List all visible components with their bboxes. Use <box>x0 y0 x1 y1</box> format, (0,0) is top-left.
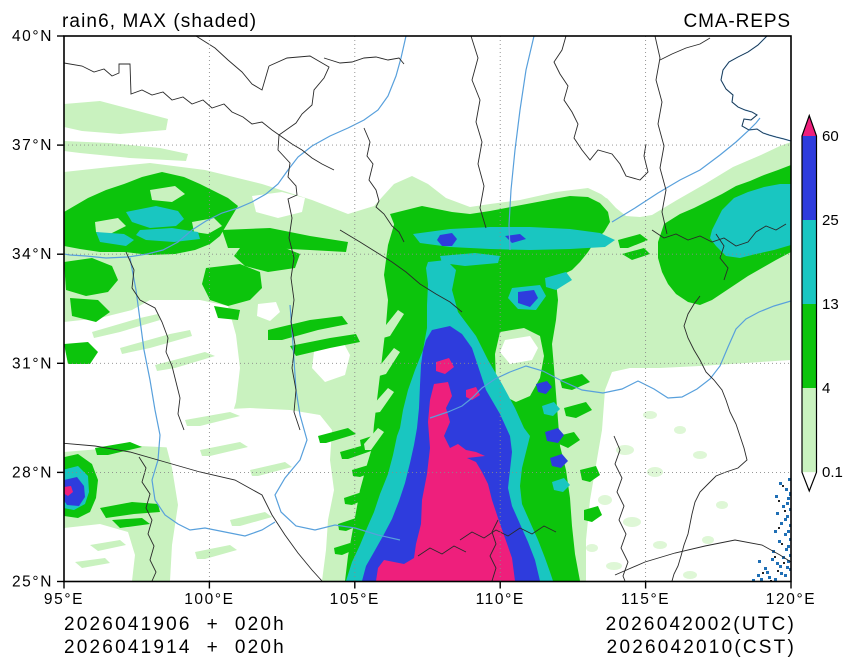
svg-text:2026041906 + 020h: 2026041906 + 020h <box>64 614 286 635</box>
svg-text:2026042010(CST): 2026042010(CST) <box>607 637 796 658</box>
svg-text:100°E: 100°E <box>184 591 234 608</box>
svg-text:37°N: 37°N <box>12 137 53 154</box>
svg-text:40°N: 40°N <box>12 28 53 45</box>
svg-text:120°E: 120°E <box>766 591 816 608</box>
svg-text:34°N: 34°N <box>12 246 53 263</box>
svg-text:95°E: 95°E <box>44 591 84 608</box>
svg-text:2026042002(UTC): 2026042002(UTC) <box>606 614 796 635</box>
svg-text:0.1: 0.1 <box>822 464 843 481</box>
svg-text:105°E: 105°E <box>330 591 380 608</box>
svg-text:31°N: 31°N <box>12 355 53 372</box>
svg-text:60: 60 <box>822 128 839 145</box>
svg-text:2026041914 + 020h: 2026041914 + 020h <box>64 637 286 658</box>
svg-text:4: 4 <box>822 380 830 397</box>
svg-text:110°E: 110°E <box>476 591 525 608</box>
svg-text:CMA-REPS: CMA-REPS <box>684 11 792 32</box>
svg-text:115°E: 115°E <box>621 591 670 608</box>
svg-text:rain6, MAX (shaded): rain6, MAX (shaded) <box>62 11 257 32</box>
svg-text:13: 13 <box>822 296 839 313</box>
svg-text:25: 25 <box>822 212 839 229</box>
svg-text:28°N: 28°N <box>12 464 53 481</box>
svg-text:25°N: 25°N <box>12 574 53 591</box>
